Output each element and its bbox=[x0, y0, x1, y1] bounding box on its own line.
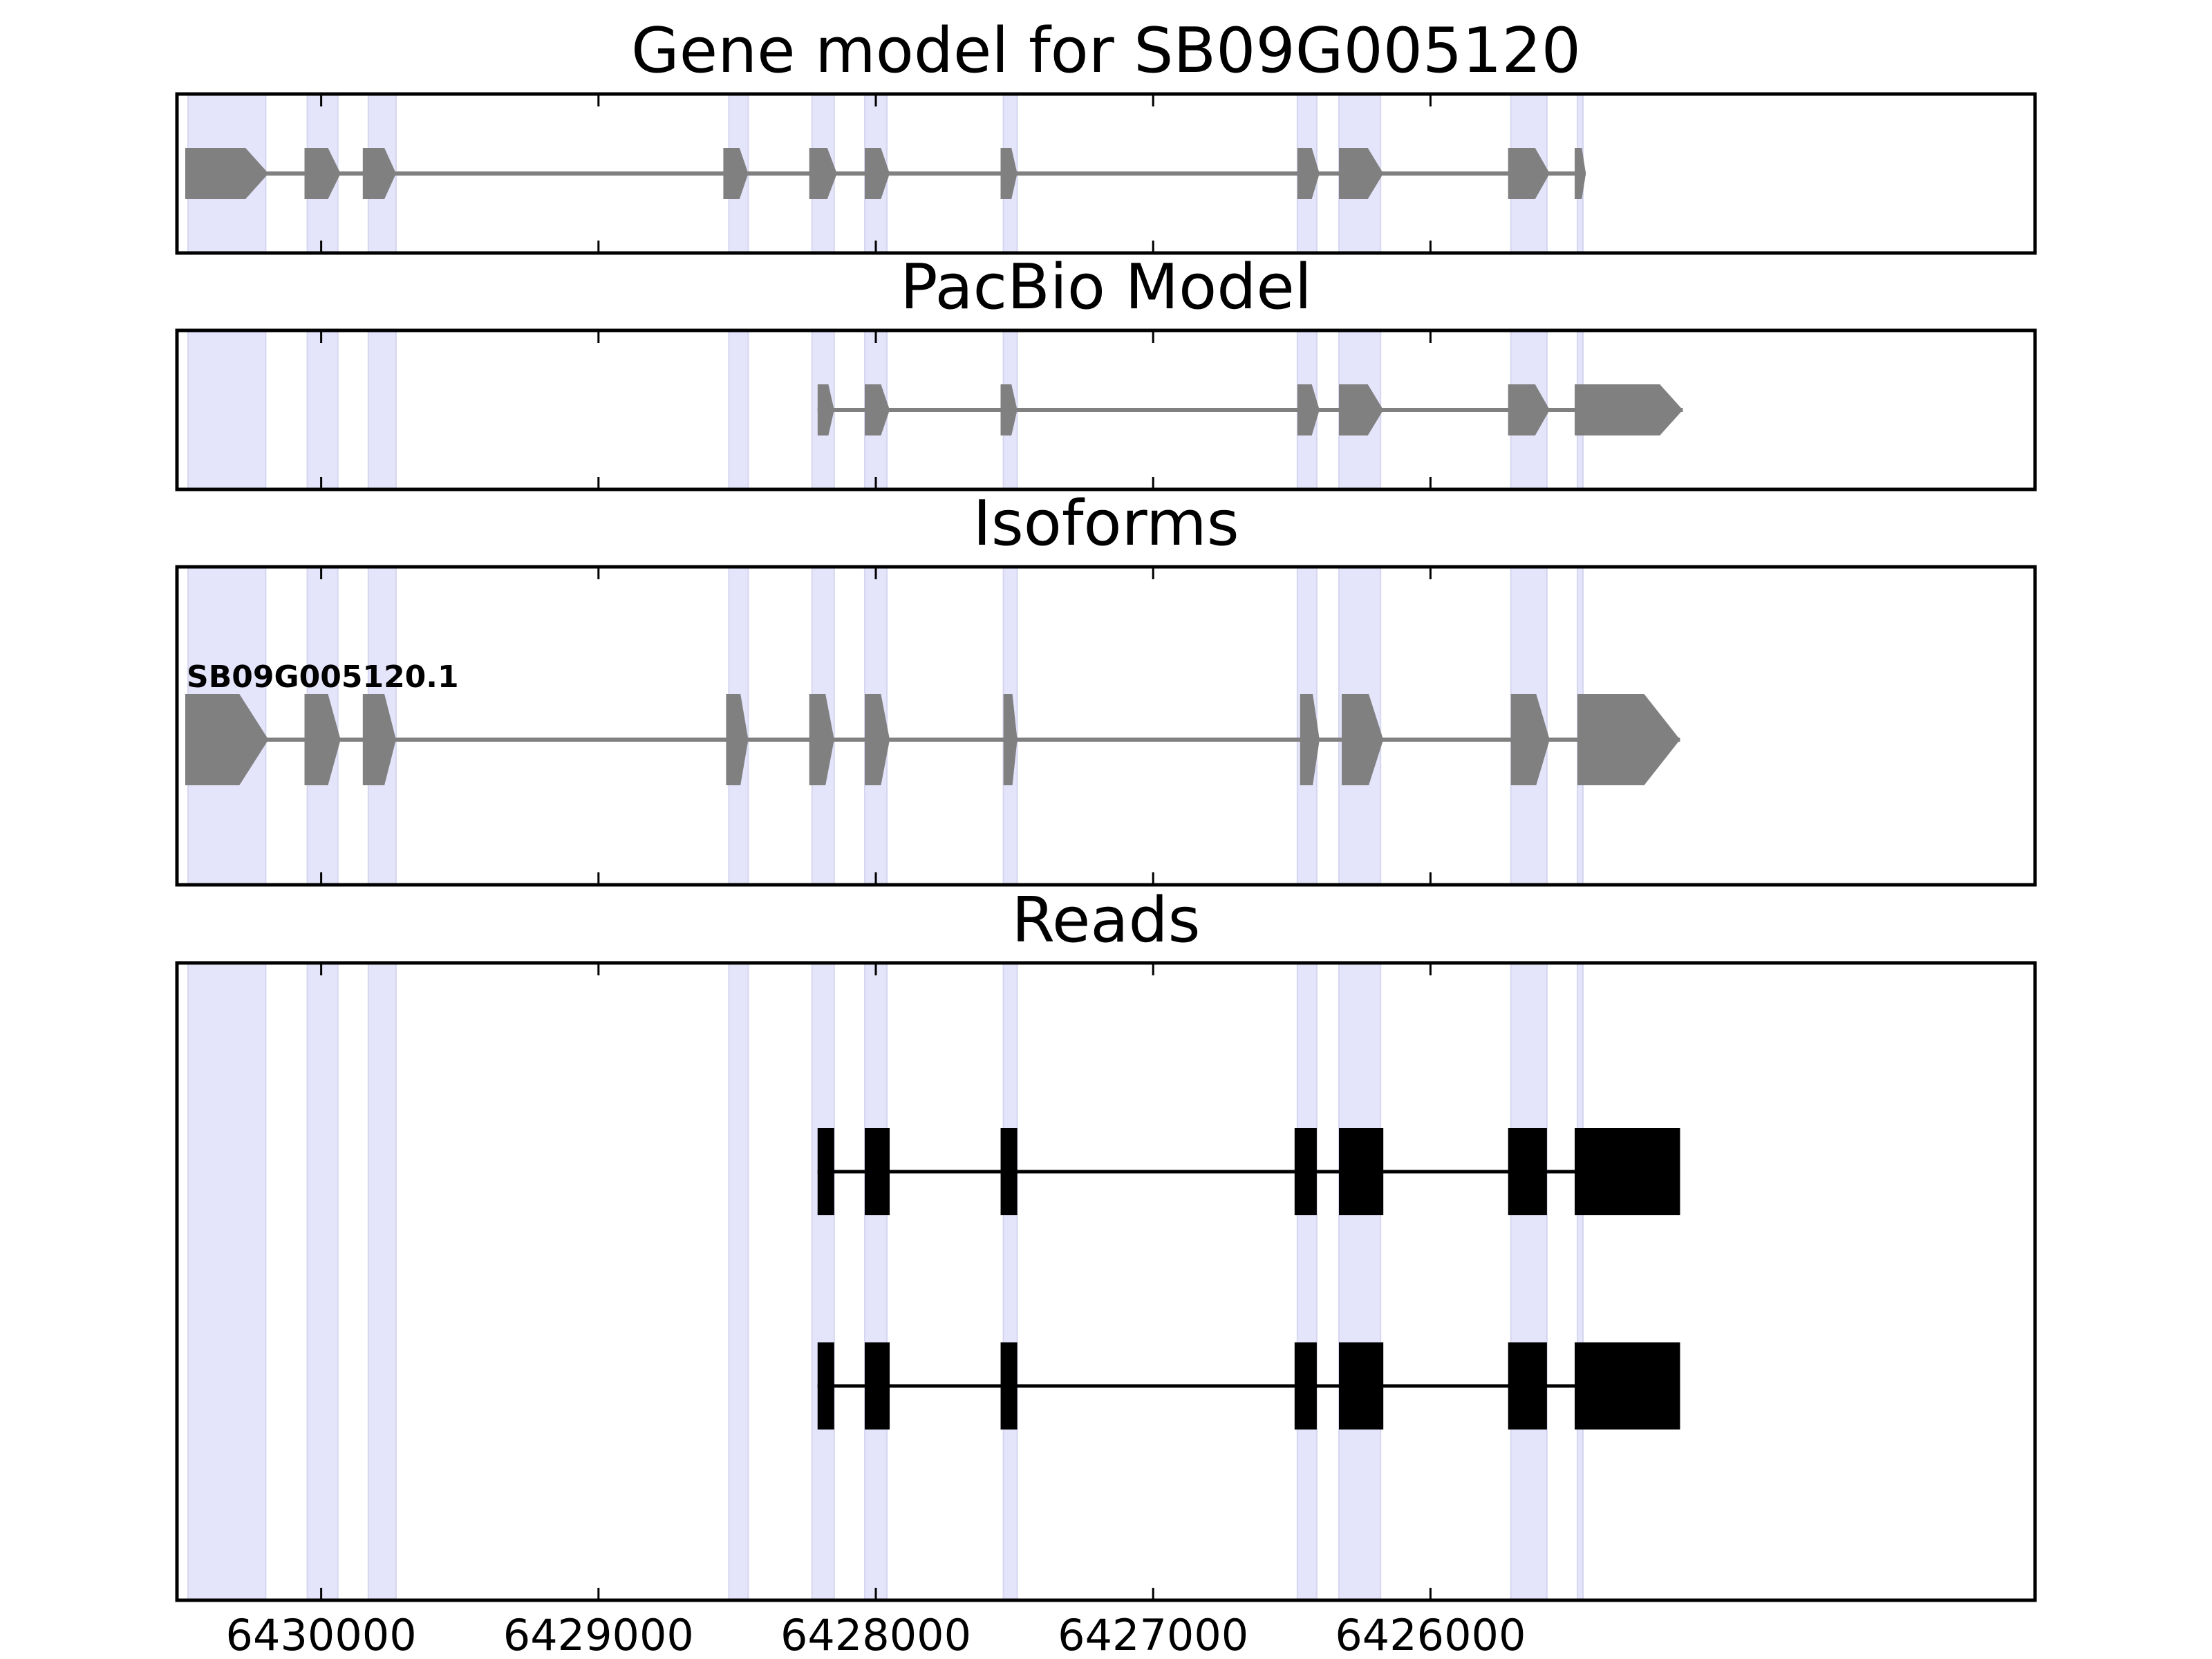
read-exon bbox=[1339, 1128, 1384, 1215]
panel-isoforms: Isoforms SB09G005120.1 bbox=[175, 487, 2037, 887]
panel-title-gene-model: Gene model for SB09G005120 bbox=[631, 15, 1581, 87]
read-exon bbox=[1575, 1128, 1680, 1215]
panel-title-reads: Reads bbox=[1011, 884, 1200, 957]
exon-arrow bbox=[362, 694, 396, 785]
exon-arrow bbox=[1575, 384, 1683, 435]
read-exon bbox=[1294, 1342, 1317, 1430]
highlight-region bbox=[306, 962, 339, 1601]
exon-arrow bbox=[362, 148, 396, 199]
exon-arrow bbox=[809, 694, 834, 785]
x-tick-label: 6427000 bbox=[1058, 1610, 1248, 1659]
x-tick-label: 6428000 bbox=[780, 1610, 971, 1659]
exon-arrow bbox=[1577, 694, 1680, 785]
panel-gene-model: Gene model for SB09G005120 bbox=[175, 15, 2037, 255]
tick-layer bbox=[320, 567, 1432, 885]
exon-arrow bbox=[1342, 694, 1384, 785]
exon-arrow bbox=[185, 148, 269, 199]
exon-arrow bbox=[865, 148, 890, 199]
highlight-region bbox=[187, 962, 267, 1601]
feature-layer bbox=[817, 384, 1683, 435]
read-exon bbox=[1508, 1342, 1547, 1430]
highlight-region bbox=[1002, 962, 1018, 1601]
read-exon bbox=[864, 1342, 890, 1430]
exon-arrow bbox=[1003, 694, 1018, 785]
exon-arrow bbox=[723, 148, 749, 199]
highlight-region bbox=[1338, 962, 1382, 1601]
panel-reads: Reads 6430000 6429000 6428000 6427000 642600… bbox=[175, 884, 2037, 1659]
panel-frame bbox=[175, 565, 2037, 887]
highlight-region bbox=[367, 330, 397, 490]
exon-arrow bbox=[865, 384, 890, 435]
exon-arrow bbox=[1300, 694, 1320, 785]
highlight-layer bbox=[187, 962, 1584, 1601]
panel-frame bbox=[175, 92, 2037, 255]
exon-arrow bbox=[1508, 148, 1550, 199]
read-exon bbox=[864, 1128, 890, 1215]
exon-arrow bbox=[726, 694, 749, 785]
exon-arrow bbox=[809, 148, 837, 199]
isoform-label: SB09G005120.1 bbox=[187, 659, 459, 695]
exon-arrow bbox=[185, 694, 269, 785]
highlight-region bbox=[728, 962, 749, 1601]
exon-arrow bbox=[1297, 384, 1320, 435]
read-exon bbox=[1294, 1128, 1317, 1215]
highlight-region bbox=[1296, 962, 1318, 1601]
panel-title-pacbio-model: PacBio Model bbox=[900, 251, 1312, 324]
highlight-region bbox=[811, 962, 835, 1601]
tick-layer: 6430000 6429000 6428000 6427000 6426000 bbox=[226, 963, 1526, 1659]
highlight-region bbox=[1577, 962, 1584, 1601]
x-tick-label: 6429000 bbox=[503, 1610, 694, 1659]
exon-arrow bbox=[304, 694, 341, 785]
exon-arrow bbox=[1000, 384, 1018, 435]
exon-arrow bbox=[1508, 384, 1550, 435]
exon-arrow bbox=[1575, 148, 1586, 199]
exon-arrow bbox=[1510, 694, 1550, 785]
panel-title-isoforms: Isoforms bbox=[973, 487, 1239, 560]
exon-arrow bbox=[865, 694, 890, 785]
panel-pacbio-model: PacBio Model bbox=[175, 251, 2037, 491]
feature-layer: SB09G005120.1 bbox=[185, 659, 1680, 785]
highlight-region bbox=[1510, 962, 1548, 1601]
read-exon bbox=[1508, 1128, 1547, 1215]
read-exon bbox=[817, 1128, 834, 1215]
exon-arrow bbox=[1297, 148, 1320, 199]
exon-arrow bbox=[304, 148, 341, 199]
read-exon bbox=[1575, 1342, 1680, 1430]
read-exon bbox=[1339, 1342, 1384, 1430]
x-tick-label: 6430000 bbox=[226, 1610, 417, 1659]
highlight-region bbox=[863, 962, 888, 1601]
read-exon bbox=[1000, 1342, 1018, 1430]
tick-layer bbox=[320, 94, 1432, 253]
highlight-region bbox=[306, 330, 339, 490]
panel-frame bbox=[175, 328, 2037, 491]
x-tick-label: 6426000 bbox=[1335, 1610, 1526, 1659]
feature-layer bbox=[817, 1128, 1680, 1430]
read-exon bbox=[1000, 1128, 1018, 1215]
highlight-region bbox=[187, 330, 267, 490]
feature-layer bbox=[185, 148, 1586, 199]
read-exon bbox=[817, 1342, 834, 1430]
tick-layer bbox=[320, 330, 1432, 489]
exon-arrow bbox=[1000, 148, 1018, 199]
exon-arrow bbox=[817, 384, 834, 435]
highlight-region bbox=[728, 330, 749, 490]
panel-frame bbox=[175, 961, 2037, 1602]
exon-arrow bbox=[1339, 384, 1384, 435]
highlight-region bbox=[367, 962, 397, 1601]
exon-arrow bbox=[1339, 148, 1384, 199]
